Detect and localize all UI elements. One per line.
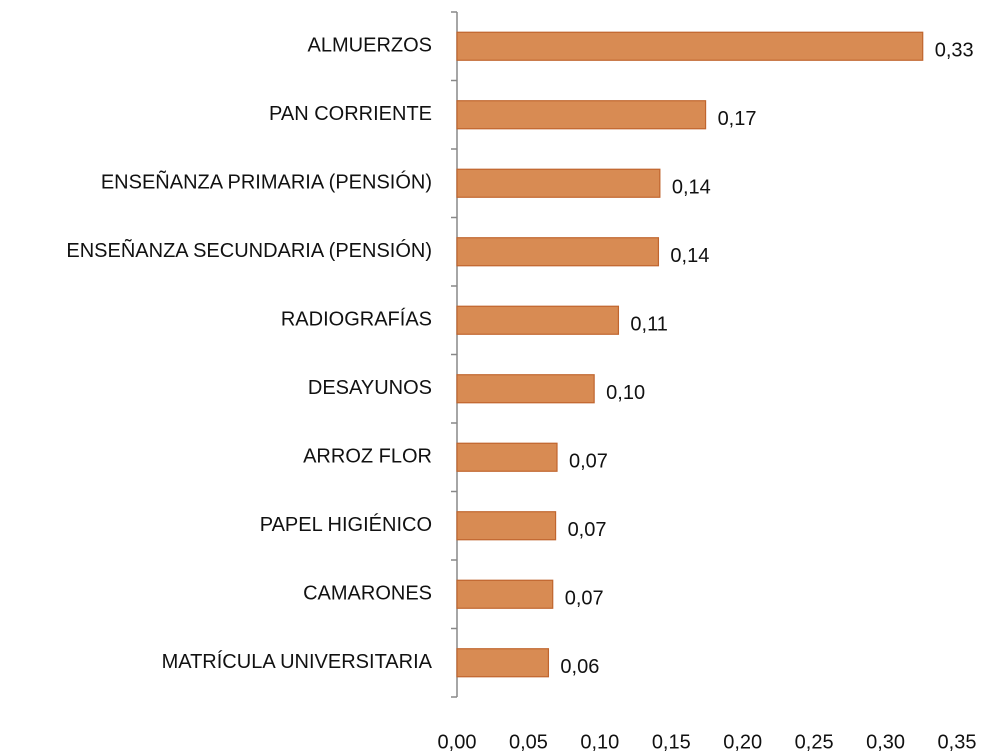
data-label: 0,07 (565, 588, 604, 610)
x-tick-label: 0,00 (438, 731, 477, 753)
bar (456, 237, 660, 267)
bar (456, 511, 557, 541)
bar (456, 442, 558, 472)
bar (456, 31, 924, 61)
y-tick-label: ENSEÑANZA SECUNDARIA (PENSIÓN) (66, 238, 432, 262)
data-label: 0,07 (569, 451, 608, 473)
y-tick-label: ARROZ FLOR (303, 446, 432, 468)
y-tick-label: MATRÍCULA UNIVERSITARIA (162, 650, 433, 673)
data-label: 0,11 (630, 314, 667, 336)
data-label: 0,14 (670, 245, 709, 267)
x-tick-label: 0,15 (652, 731, 691, 753)
data-label: 0,06 (560, 656, 599, 678)
data-label: 0,10 (606, 382, 645, 404)
data-label: 0,33 (935, 40, 974, 62)
x-tick-label: 0,05 (509, 731, 548, 753)
x-tick-label: 0,10 (580, 731, 619, 753)
y-tick-label: ALMUERZOS (308, 35, 432, 57)
data-label: 0,07 (568, 519, 607, 541)
bar (456, 100, 707, 130)
y-tick-label: ENSEÑANZA PRIMARIA (PENSIÓN) (101, 170, 432, 194)
data-label: 0,17 (718, 108, 757, 130)
x-tick-label: 0,30 (866, 731, 905, 753)
y-tick-label: PAPEL HIGIÉNICO (260, 513, 432, 536)
bar (456, 374, 595, 404)
bar (456, 648, 550, 678)
x-tick-label: 0,20 (723, 731, 762, 753)
y-tick-label: RADIOGRAFÍAS (281, 308, 432, 331)
y-tick-label: PAN CORRIENTE (269, 103, 432, 125)
bar (456, 305, 620, 335)
y-tick-label: CAMARONES (303, 583, 432, 605)
y-tick-label: DESAYUNOS (308, 377, 432, 399)
x-tick-label: 0,25 (795, 731, 834, 753)
bar (456, 579, 554, 609)
bar (456, 168, 661, 198)
data-label: 0,14 (672, 177, 711, 199)
x-tick-label: 0,35 (938, 731, 977, 753)
